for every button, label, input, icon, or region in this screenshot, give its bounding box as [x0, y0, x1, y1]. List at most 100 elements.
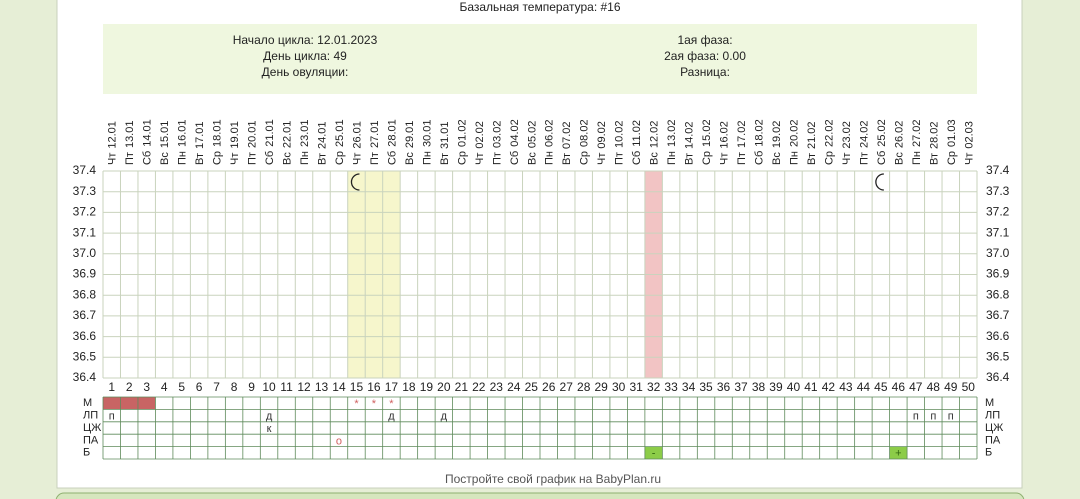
weekday: Ср	[579, 151, 591, 165]
weekday: Вт	[561, 153, 573, 165]
weekday: Вс	[649, 152, 661, 165]
weekday: Сб	[753, 151, 765, 165]
row-label: М	[83, 397, 92, 409]
day-number: 31	[629, 380, 643, 394]
date: 23.02	[841, 121, 853, 149]
cell-mark: п	[109, 411, 115, 423]
day-number: 41	[804, 380, 818, 394]
row-label: Б	[985, 447, 992, 459]
weekday: Вс	[526, 152, 538, 165]
day-number: 36	[717, 380, 731, 394]
day-number: 24	[507, 380, 521, 394]
info-text: Начало цикла: 12.01.2023	[233, 33, 378, 47]
date-label: Вт 24.01	[316, 121, 328, 165]
weekday: Ср	[946, 151, 958, 165]
date: 06.02	[544, 119, 556, 147]
filled-cell	[644, 446, 663, 459]
weekday: Пт	[369, 152, 381, 165]
y-tick-label: 37.3	[73, 184, 97, 198]
day-number: 34	[682, 380, 696, 394]
day-number: 13	[315, 380, 329, 394]
y-tick-label: 37.2	[73, 205, 97, 219]
y-tick-label: 36.8	[73, 287, 97, 301]
date: 04.02	[509, 119, 521, 147]
y-tick-label: 36.5	[73, 349, 97, 363]
date-label: Ср 22.02	[823, 119, 835, 165]
date-label: Пн 27.02	[911, 119, 923, 165]
day-number: 16	[367, 380, 381, 394]
day-number: 19	[420, 380, 434, 394]
y-tick-label: 36.4	[73, 370, 97, 384]
y-tick-label: 37.2	[986, 205, 1010, 219]
day-number: 15	[350, 380, 364, 394]
weekday: Вт	[439, 153, 451, 165]
date-label: Вс 29.01	[404, 121, 416, 165]
weekday: Ср	[334, 151, 346, 165]
day-number: 20	[437, 380, 451, 394]
weekday: Пт	[614, 152, 626, 165]
day-number: 12	[297, 380, 311, 394]
date-label: Пн 16.01	[177, 119, 189, 165]
footer[interactable]: Постройте свой график на BabyPlan.ru	[445, 472, 661, 486]
day-number: 29	[595, 380, 609, 394]
weekday: Сб	[386, 151, 398, 165]
day-number: 11	[280, 380, 293, 394]
date: 16.01	[177, 119, 189, 147]
day-number: 46	[892, 380, 906, 394]
info-box	[103, 24, 977, 94]
date-label: Вс 19.02	[771, 121, 783, 165]
date: 30.01	[421, 119, 433, 147]
cell-mark: д	[266, 411, 273, 423]
day-number: 35	[699, 380, 713, 394]
date: 17.01	[194, 121, 206, 149]
date: 16.02	[718, 121, 730, 149]
date: 13.01	[124, 121, 136, 149]
date-label: Пт 24.02	[858, 121, 870, 165]
weekday: Вт	[194, 153, 206, 165]
date-label: Чт 09.02	[596, 121, 608, 165]
date-label: Сб 25.02	[876, 119, 888, 165]
day-number: 32	[647, 380, 661, 394]
date: 21.02	[806, 121, 818, 149]
date-label: Пн 06.02	[544, 119, 556, 165]
weekday: Чт	[718, 153, 730, 165]
date: 26.01	[351, 121, 363, 149]
day-number: 10	[262, 380, 276, 394]
day-number: 14	[332, 380, 346, 394]
date-label: Вт 28.02	[928, 121, 940, 165]
row-label: ЦЖ	[985, 422, 1003, 434]
date: 13.02	[666, 119, 678, 147]
weekday: Сб	[142, 151, 154, 165]
date-label: Вт 21.02	[806, 121, 818, 165]
date: 25.02	[876, 119, 888, 147]
day-number: 37	[734, 380, 748, 394]
date-label: Пт 20.01	[246, 121, 258, 165]
date: 17.02	[736, 121, 748, 149]
date-label: Ср 15.02	[701, 119, 713, 165]
date: 10.02	[614, 121, 626, 149]
cell-mark: *	[372, 398, 377, 410]
weekday: Пн	[788, 151, 800, 165]
day-number: 43	[839, 380, 853, 394]
weekday: Чт	[229, 153, 241, 165]
date-label: Чт 26.01	[351, 121, 363, 165]
y-tick-label: 36.9	[73, 267, 97, 281]
date-label: Сб 28.01	[386, 119, 398, 165]
date-label: Чт 23.02	[841, 121, 853, 165]
weekday: Ср	[456, 151, 468, 165]
day-number: 39	[769, 380, 783, 394]
date: 09.02	[596, 121, 608, 149]
day-number: 45	[874, 380, 888, 394]
date-label: Ср 01.03	[946, 119, 958, 165]
y-tick-label: 37.1	[73, 225, 97, 239]
date-label: Вт 17.01	[194, 121, 206, 165]
weekday: Сб	[509, 151, 521, 165]
date-label: Вс 05.02	[526, 121, 538, 165]
date: 24.02	[858, 121, 870, 149]
date-label: Вс 12.02	[649, 121, 661, 165]
weekday: Ср	[823, 151, 835, 165]
date: 02.03	[963, 121, 975, 149]
day-number: 49	[944, 380, 958, 394]
weekday: Сб	[876, 151, 888, 165]
